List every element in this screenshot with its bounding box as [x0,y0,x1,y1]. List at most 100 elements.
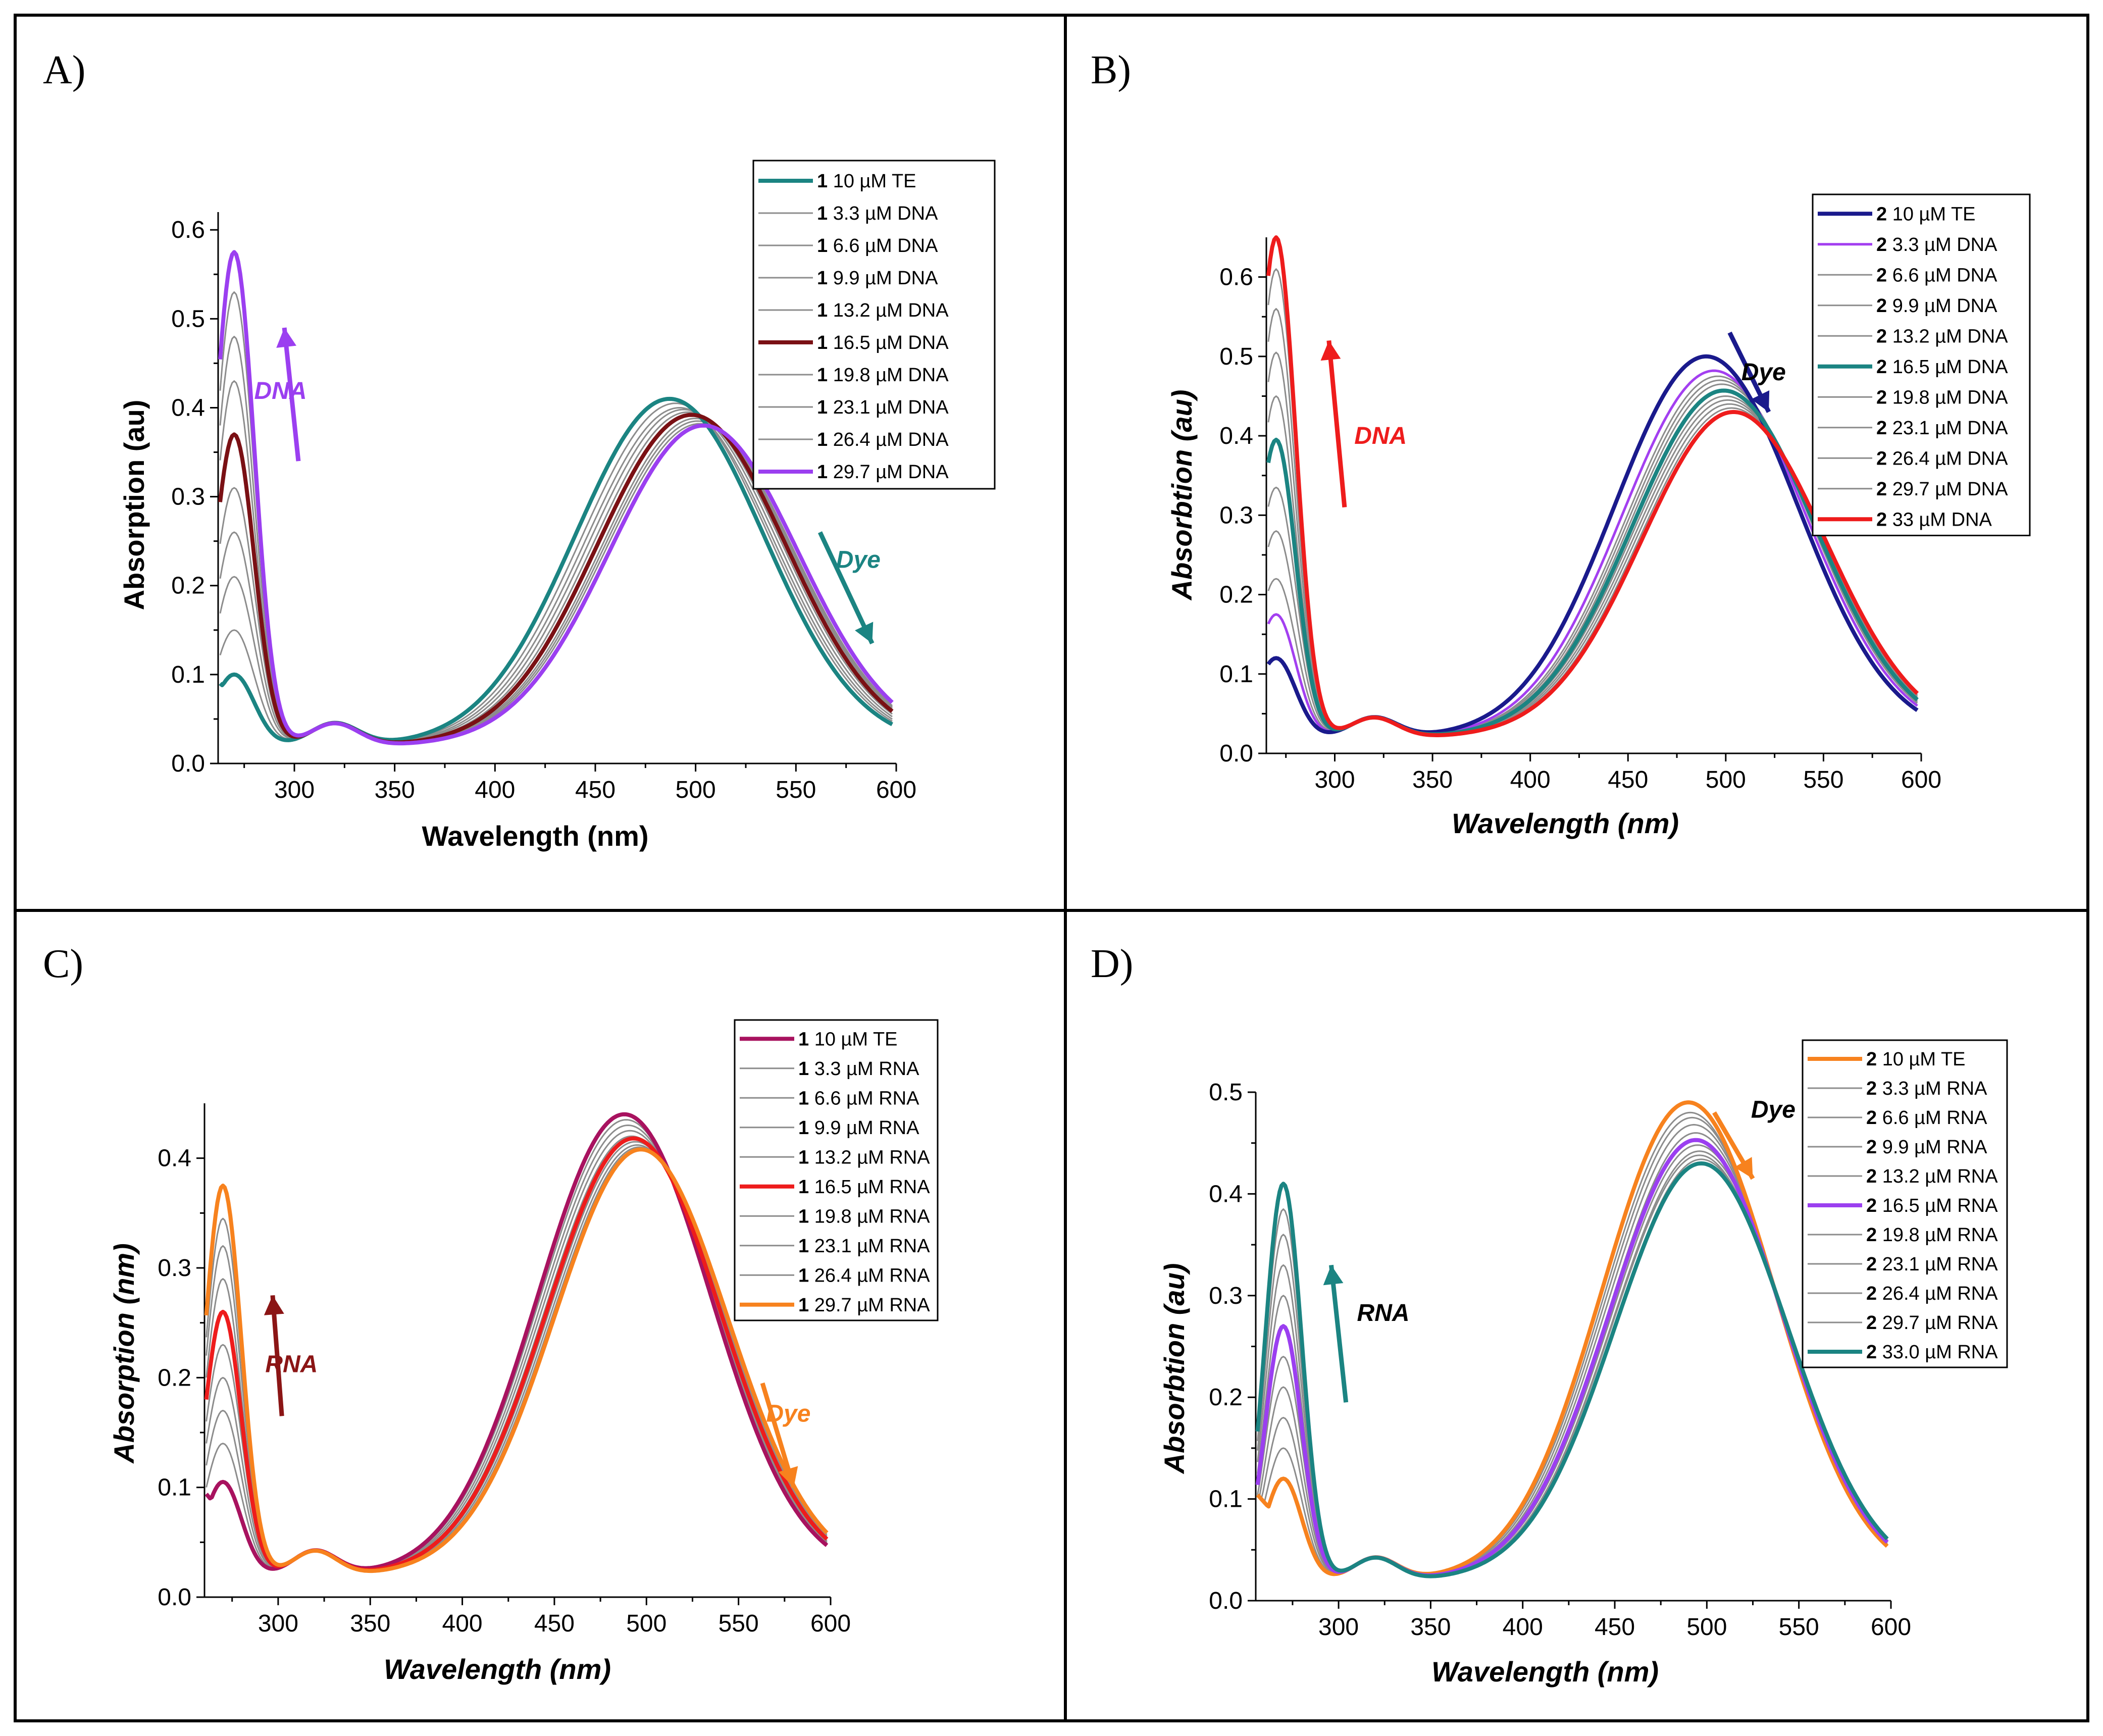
legend-entry: 2 23.1 µM DNA [1876,418,2008,439]
x-tick-label: 350 [350,1610,390,1637]
legend-entry: 2 3.3 µM RNA [1866,1078,1987,1099]
y-tick-label: 0.2 [158,1364,191,1391]
y-tick-label: 0.4 [1209,1181,1243,1207]
panel-a: A) 300 350 400 450 500 550 600 0.0 0.1 0.2 0.3 0.4 0… [43,48,996,852]
annotation-arrow-head [276,327,296,348]
y-axis-title: Absorption (au) [118,400,150,610]
annotation-label: RNA [1357,1300,1410,1326]
legend-entry: 1 13.2 µM RNA [798,1147,930,1168]
plot-area: 300 350 400 450 500 550 600 0.0 0.1 0.2 0.3 0.4 0.5 R… [1209,1039,2008,1641]
series-line-11 [1266,235,1919,737]
plot-area: 300 350 400 450 500 550 600 0.0 0.1 0.2 0.3 0.4 0.5 0… [1219,193,2031,793]
x-axis-title: Wavelength (nm) [422,820,648,852]
legend-entry: 1 9.9 µM RNA [798,1117,919,1139]
x-tick-label: 550 [1779,1614,1819,1641]
y-tick-label: 0.4 [171,394,205,421]
legend-entry: 2 19.8 µM RNA [1866,1224,1998,1246]
legend-entry: 2 6.6 µM RNA [1866,1107,1987,1129]
x-tick-label: 600 [1871,1614,1911,1641]
y-tick-label: 0.6 [171,217,205,243]
annotation-arrow-head [1323,1265,1344,1286]
legend-entry: 1 3.3 µM DNA [817,203,938,224]
y-tick-label: 0.6 [1219,264,1253,291]
legend-entry: 2 16.5 µM RNA [1866,1195,1998,1216]
series-lines [204,1112,829,1573]
figure-frame [14,14,2089,1722]
legend-entry: 1 19.8 µM RNA [798,1206,930,1227]
series-lines [218,250,894,746]
legend: 2 10 µM TE 2 3.3 µM DNA 2 6.6 µM DNA 2 9.9 … [1812,193,2031,536]
legend-entry: 2 6.6 µM DNA [1876,265,1997,286]
annotation-label: Dye [836,547,881,574]
y-tick-label: 0.1 [158,1474,191,1501]
annotation-arrow-shaft [270,1295,284,1416]
series-lines [1266,235,1919,737]
y-tick-label: 0.4 [1219,423,1253,449]
legend-entry: 1 29.7 µM DNA [817,462,949,483]
legend-entry: 1 10 µM TE [798,1029,898,1050]
series-lines [1255,1100,1889,1578]
x-tick-label: 400 [1503,1614,1543,1641]
annotation-label: DNA [1354,423,1407,449]
x-axis-title: Wavelength (nm) [384,1653,611,1685]
annotation-arrow-head [1320,340,1341,361]
annotation-arrow-shaft [1326,340,1347,508]
x-tick-label: 400 [475,777,515,803]
y-axis-title: Absorbtion (au) [1166,390,1198,601]
x-tick-label: 400 [1510,767,1551,793]
annotation-rna: RNA [264,1295,318,1416]
legend-entry: 2 9.9 µM DNA [1876,295,1997,317]
legend-entry: 2 33 µM DNA [1876,509,1992,530]
y-tick-label: 0.3 [171,484,205,510]
series-line-10 [218,250,894,746]
panel-label: C) [43,942,83,986]
y-axis-title: Absorbtion (au) [1158,1263,1190,1475]
x-tick-label: 300 [274,777,315,803]
x-tick-label: 300 [1318,1614,1359,1641]
x-tick-label: 500 [676,777,716,803]
y-tick-label: 0.2 [1209,1384,1243,1411]
annotation-dna: DNA [254,327,307,462]
y-tick-label: 0.2 [171,573,205,599]
legend-entry: 1 29.7 µM RNA [798,1295,930,1316]
annotation-label: Dye [766,1400,810,1427]
legend-entry: 1 3.3 µM RNA [798,1058,919,1080]
annotation-arrow-shaft [1329,1264,1349,1403]
axes: 300 350 400 450 500 550 600 0.0 0.1 0.2 0.3 0.4 0.5 0… [171,212,916,803]
y-tick-label: 0.0 [1219,740,1253,767]
legend-entry: 2 10 µM TE [1866,1049,1966,1070]
annotation-arrow-shaft [817,531,875,645]
x-axis-title: Wavelength (nm) [1452,807,1679,839]
legend-entry: 2 3.3 µM DNA [1876,234,1997,256]
y-tick-label: 0.1 [1209,1486,1243,1513]
panel-c: C) 300 350 400 450 500 550 600 0.0 0.1 0.2 0.3 0.4 R… [43,942,939,1685]
x-tick-label: 500 [1706,767,1746,793]
annotation-dye: Dye [1727,331,1786,413]
plot-area: 300 350 400 450 500 550 600 0.0 0.1 0.2 0.3 0.4 0.5 0… [171,160,996,803]
y-tick-label: 0.3 [1219,502,1253,529]
legend-entry: 1 19.8 µM DNA [817,365,949,386]
annotation-arrow-head [855,622,874,644]
annotation-dye: Dye [760,1382,810,1488]
legend-entry: 1 23.1 µM RNA [798,1236,930,1257]
annotation-arrow-head [1734,1157,1753,1179]
annotation-label: DNA [254,378,307,404]
legend-entry: 1 13.2 µM DNA [817,300,949,321]
legend-entry: 2 13.2 µM RNA [1866,1166,1998,1187]
legend-entry: 1 6.6 µM RNA [798,1088,919,1109]
legend: 1 10 µM TE 1 3.3 µM DNA 1 6.6 µM DNA 1 9.9 … [752,160,996,490]
axes: 300 350 400 450 500 550 600 0.0 0.1 0.2 0.3 0.4 0.5 0… [1219,237,1941,793]
legend-entry: 2 9.9 µM RNA [1866,1137,1987,1158]
panel-label: D) [1091,942,1133,986]
x-tick-label: 550 [776,777,816,803]
y-tick-label: 0.5 [171,305,205,332]
legend-entry: 1 26.4 µM DNA [817,429,949,450]
annotation-arrow-head [264,1295,284,1315]
legend-box [734,1019,939,1321]
x-tick-label: 600 [810,1610,851,1637]
annotation-label: RNA [265,1351,318,1377]
legend-entry: 1 9.9 µM DNA [817,268,938,289]
x-tick-label: 300 [258,1610,298,1637]
annotation-rna: RNA [1323,1264,1410,1403]
annotation-label: Dye [1741,359,1786,386]
